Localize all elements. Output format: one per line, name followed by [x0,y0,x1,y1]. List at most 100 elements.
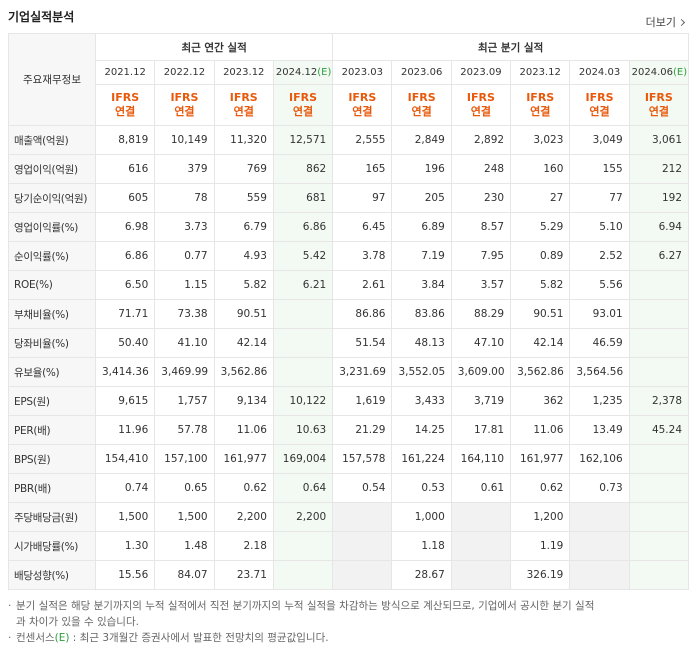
cell-value: 2,555 [332,125,393,155]
section-title: 기업실적분석 [8,10,75,24]
more-link[interactable]: 더보기 [646,14,684,30]
cell-value [628,502,690,532]
basis-header: IFRS 연결 [391,84,452,126]
basis-line: 연결 [174,105,195,118]
data-row: 배당성향(%) 15.56 84.07 23.71 28.67 326.19 [8,560,690,590]
cell-value: 83.86 [391,299,452,329]
cell-value: 1,235 [569,386,630,416]
basis-line: IFRS [526,91,555,104]
row-label: 당기순이익(억원) [8,183,96,213]
cell-value: 1,619 [332,386,393,416]
cell-value: 3,562.86 [510,357,571,387]
cell-value: 6.21 [272,270,334,300]
cell-value: 161,977 [213,444,274,474]
cell-value: 3,023 [510,125,571,155]
cell-value: 162,106 [569,444,630,474]
cell-value: 73.38 [154,299,215,329]
cell-value [450,502,512,532]
cell-value: 28.67 [391,560,452,590]
row-label: EPS(원) [8,386,96,416]
cell-value: 1,200 [510,502,571,532]
cell-value: 41.10 [154,328,215,358]
cell-value: 192 [628,183,690,213]
period-date: 2023.06 [400,67,443,78]
row-label: 시가배당률(%) [8,531,96,561]
cell-value: 5.56 [569,270,630,300]
data-row: PER(배) 11.96 57.78 11.06 10.63 21.29 14.25 17.8… [8,415,690,445]
data-row: 영업이익률(%) 6.98 3.73 6.79 6.86 6.45 6.89 8.57 5.29… [8,212,690,242]
cell-value: 11.06 [510,415,571,445]
cell-value: 379 [154,154,215,184]
cell-value: 1.30 [94,531,156,561]
cell-value: 3,552.05 [391,357,452,387]
cell-value: 6.98 [94,212,156,242]
cell-value: 17.81 [450,415,512,445]
estimate-mark: (E) [673,67,688,78]
notes: 분기 실적은 해당 분기까지의 누적 실적에서 직전 분기까지의 누적 실적을 … [8,598,598,646]
cell-value [272,328,334,358]
cell-value: 0.64 [272,473,334,503]
period-header: 2022.12 [154,60,215,85]
cell-value: 4.93 [213,241,274,271]
cell-value: 1,000 [391,502,452,532]
note-text: 분기 실적은 해당 분기까지의 누적 실적에서 직전 분기까지의 누적 실적을 … [16,600,595,628]
period-date: 2024.12 [275,67,318,78]
row-label: 순이익률(%) [8,241,96,271]
cell-value: 1.18 [391,531,452,561]
cell-value: 1.15 [154,270,215,300]
period-date: 2022.12 [163,67,206,78]
data-row: BPS(원) 154,410 157,100 161,977 169,004 157,57… [8,444,690,474]
cell-value: 9,615 [94,386,156,416]
cell-value: 9,134 [213,386,274,416]
cell-value [450,560,512,590]
row-label: ROE(%) [8,270,96,300]
period-header: 2024.03 [569,60,630,85]
cell-value: 23.71 [213,560,274,590]
basis-line: IFRS [466,91,495,104]
basis-line: 연결 [589,105,610,118]
cell-value: 1.19 [510,531,571,561]
cell-value: 27 [510,183,571,213]
cell-value [628,473,690,503]
cell-value: 11,320 [213,125,274,155]
cell-value: 5.42 [272,241,334,271]
cell-value: 0.62 [213,473,274,503]
basis-line: IFRS [170,91,199,104]
cell-value: 6.86 [272,212,334,242]
row-label: 매출액(억원) [8,125,96,155]
cell-value: 157,578 [332,444,393,474]
cell-value: 0.74 [94,473,156,503]
cell-value: 5.29 [510,212,571,242]
basis-line: 연결 [292,105,314,118]
data-row: 당좌비율(%) 50.40 41.10 42.14 51.54 48.13 47.10 42.… [8,328,690,358]
cell-value: 248 [450,154,512,184]
cell-value: 5.82 [510,270,571,300]
period-header: 2023.09 [450,60,512,85]
data-row: 영업이익(억원) 616 379 769 862 165 196 248 160 155 212 [8,154,690,184]
basis-line: 연결 [411,105,432,118]
period-date: 2023.12 [223,67,265,78]
data-row: PBR(배) 0.74 0.65 0.62 0.64 0.54 0.53 0.61 0.62 0.… [8,473,690,503]
cell-value: 862 [272,154,334,184]
cell-value: 6.89 [391,212,452,242]
basis-header: IFRS 연결 [628,84,690,126]
cell-value: 165 [332,154,393,184]
cell-value [272,299,334,329]
basis-line: IFRS [289,91,318,104]
note: 컨센서스(E) : 최근 3개월간 증권사에서 발표한 전망치의 평균값입니다. [8,630,598,646]
cell-value: 6.79 [213,212,274,242]
cell-value: 21.29 [332,415,393,445]
cell-value [332,502,393,532]
cell-value: 2,849 [391,125,452,155]
period-header: 2024.06(E) [628,60,690,85]
cell-value: 0.73 [569,473,630,503]
row-label: 당좌비율(%) [8,328,96,358]
cell-value: 2,200 [272,502,334,532]
cell-value: 169,004 [272,444,334,474]
cell-value: 8.57 [450,212,512,242]
basis-header: IFRS 연결 [154,84,215,126]
basis-header: IFRS 연결 [94,84,156,126]
period-header: 2024.12(E) [272,60,334,85]
cell-value: 7.95 [450,241,512,271]
cell-value: 51.54 [332,328,393,358]
